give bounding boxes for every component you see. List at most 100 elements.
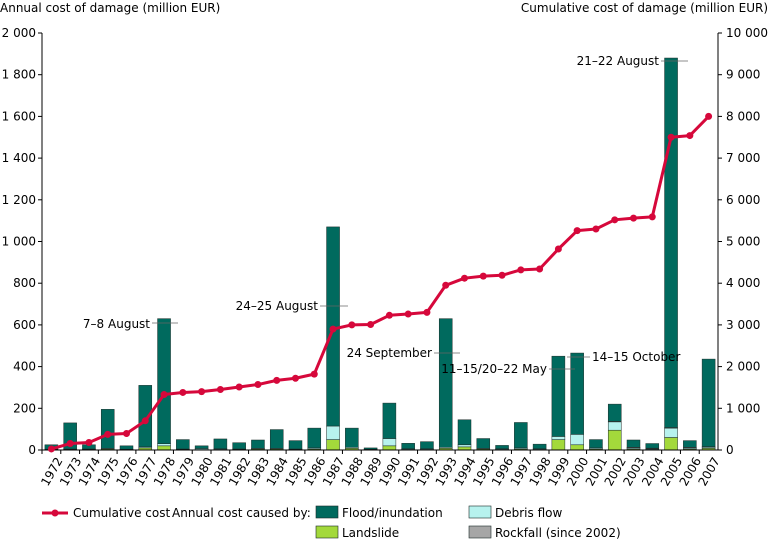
bar-segment xyxy=(701,358,716,447)
cumulative-point xyxy=(216,386,224,394)
cumulative-point xyxy=(367,320,375,328)
bar-segment xyxy=(157,443,171,447)
right-tick-label: 10 000 xyxy=(726,26,768,40)
legend-cumulative-marker xyxy=(51,509,59,517)
right-tick-label: 7 000 xyxy=(726,151,760,165)
right-axis-ticks: 0 1 000 2 000 3 000 4 000 5 000 6 000 7 000 8 00… xyxy=(718,26,768,457)
bar-segment xyxy=(194,445,209,449)
cumulative-point xyxy=(179,388,187,396)
bar-segment xyxy=(607,421,622,431)
bar-segment xyxy=(664,427,678,438)
bar-segment xyxy=(532,443,547,449)
cumulative-point xyxy=(47,445,55,453)
right-tick-label: 5 000 xyxy=(726,235,760,249)
left-axis-label: Annual cost of damage (million EUR) xyxy=(0,1,220,15)
bar-segment xyxy=(382,402,397,439)
cumulative-point xyxy=(235,383,243,391)
bar-segment xyxy=(607,403,622,422)
cumulative-point xyxy=(85,438,93,446)
cumulative-point xyxy=(554,245,562,253)
bar-segment xyxy=(570,352,584,435)
cumulative-point xyxy=(592,225,600,233)
cumulative-point xyxy=(479,272,487,280)
left-tick-label: 1 000 xyxy=(2,235,36,249)
bar-segment xyxy=(326,439,340,451)
right-tick-label: 0 xyxy=(726,443,734,457)
bar-segment xyxy=(326,425,340,440)
right-tick-label: 8 000 xyxy=(726,109,760,123)
annotation-label: 7–8 August xyxy=(83,317,150,331)
bar-segment xyxy=(495,445,509,449)
right-tick-label: 4 000 xyxy=(726,276,760,290)
right-tick-label: 3 000 xyxy=(726,318,760,332)
cumulative-point xyxy=(517,266,525,274)
cumulative-point xyxy=(611,216,619,224)
right-tick-label: 9 000 xyxy=(726,68,760,82)
left-tick-label: 1 200 xyxy=(2,193,36,207)
bar-segment xyxy=(589,439,603,449)
bar-segment xyxy=(251,439,265,449)
bar-segment xyxy=(551,439,566,451)
legend-series-label: Debris flow xyxy=(495,506,562,520)
bar-segment xyxy=(551,436,566,440)
legend-swatch xyxy=(315,525,339,539)
bar-segment xyxy=(382,438,397,447)
legend-cumulative-label: Cumulative cost xyxy=(73,506,170,520)
left-tick-label: 1 400 xyxy=(2,151,36,165)
legend-swatch xyxy=(468,505,492,519)
left-tick-label: 0 xyxy=(28,443,36,457)
bar-segment xyxy=(570,434,584,446)
bar-segment xyxy=(401,443,415,449)
cumulative-point xyxy=(630,214,637,222)
cumulative-point xyxy=(705,112,713,120)
right-axis-label: Cumulative cost of damage (million EUR) xyxy=(521,1,768,15)
cumulative-point xyxy=(348,321,356,329)
annotation-label: 14–15 October xyxy=(592,350,680,364)
cumulative-point xyxy=(329,325,337,333)
cumulative-point xyxy=(273,376,281,384)
bar-segment xyxy=(213,438,228,449)
event-annotations: 7–8 August 24–25 August 24 September 11–15/… xyxy=(83,54,688,376)
bar-segment xyxy=(476,438,491,449)
cumulative-point xyxy=(254,381,262,389)
bar-segment xyxy=(119,445,134,450)
right-tick-label: 2 000 xyxy=(726,360,760,374)
bar-segment xyxy=(514,422,528,449)
legend-caused-by-label: Annual cost caused by: xyxy=(172,506,311,520)
cumulative-point xyxy=(104,430,112,438)
left-tick-label: 200 xyxy=(13,401,36,415)
bar-segment xyxy=(664,57,678,428)
cumulative-point xyxy=(123,430,130,438)
cumulative-point xyxy=(310,370,318,378)
cumulative-line xyxy=(47,112,713,453)
cumulative-point xyxy=(648,213,656,221)
bar-segment xyxy=(157,445,171,451)
left-tick-label: 1 600 xyxy=(2,109,36,123)
x-axis-tick-labels: 1972197319741975197619771978197919801981… xyxy=(38,450,723,488)
left-axis-ticks: 0 200 400 600 800 1 000 1 200 1 400 1 600 1 800 2 … xyxy=(2,26,42,457)
bar-segment xyxy=(157,318,171,444)
annotation-label: 11–15/20–22 May xyxy=(441,362,547,376)
bar-segment xyxy=(288,440,303,450)
bar-segment xyxy=(438,318,453,448)
bar-segment xyxy=(607,429,622,451)
left-tick-label: 600 xyxy=(13,318,36,332)
bar-segment xyxy=(232,442,246,450)
bar-segment xyxy=(420,441,434,449)
legend-series-label: Rockfall (since 2002) xyxy=(495,526,621,539)
cumulative-point xyxy=(385,311,393,319)
annotation-label: 24 September xyxy=(347,346,432,360)
annotation-label: 24–25 August xyxy=(236,299,319,313)
bar-segment xyxy=(551,355,566,437)
bar-series xyxy=(44,57,716,451)
right-tick-label: 1 000 xyxy=(726,401,760,415)
left-tick-label: 1 800 xyxy=(2,68,36,82)
bar-segment xyxy=(457,419,472,446)
left-tick-label: 2 000 xyxy=(2,26,36,40)
bar-segment xyxy=(626,439,641,448)
cumulative-point xyxy=(292,374,299,382)
left-tick-label: 800 xyxy=(13,276,36,290)
cumulative-point xyxy=(573,227,581,235)
cumulative-point xyxy=(536,265,544,273)
